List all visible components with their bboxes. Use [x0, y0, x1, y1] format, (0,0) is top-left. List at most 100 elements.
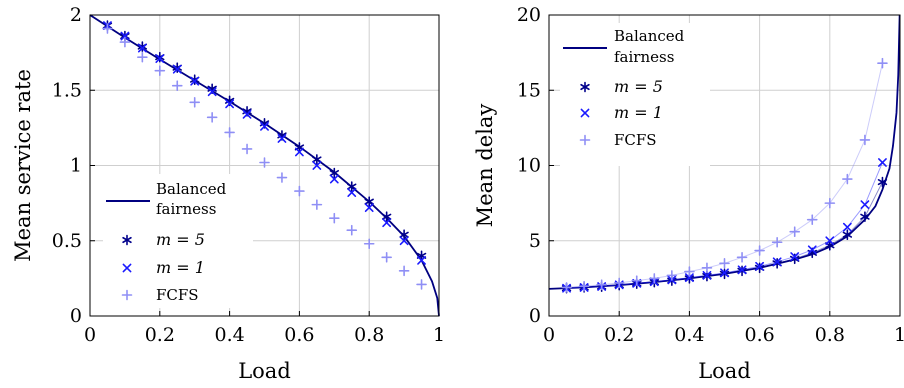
- x-tick-label: 1: [433, 324, 445, 346]
- plus-data-point: [154, 65, 166, 76]
- plus-data-point: [877, 57, 888, 69]
- y-tick-label: 0: [529, 305, 541, 327]
- right-legend-plus-marker: [579, 134, 591, 146]
- plus-data-point: [398, 265, 410, 277]
- plus-data-point: [701, 262, 713, 274]
- y-tick-label: 15: [517, 79, 541, 101]
- cross-data-point: [860, 200, 870, 210]
- cross-data-point: [260, 121, 269, 131]
- plus-data-point: [294, 185, 305, 197]
- x-tick-label: 0.6: [744, 324, 774, 346]
- left-panel: 0 0.2 0.4 0.6 0.8 1 0 0.5 1 1.5 2 Load Mean servic…: [11, 4, 445, 383]
- cross-data-point: [737, 265, 747, 275]
- x-tick-label: 0.6: [284, 324, 314, 346]
- plus-data-point: [824, 197, 836, 209]
- asterisk-data-point: [312, 154, 322, 165]
- right-y-axis-label: Mean delay: [473, 104, 497, 228]
- left-series: [89, 14, 440, 317]
- x-tick-label: 0.2: [145, 324, 175, 346]
- cross-data-point: [807, 245, 817, 255]
- left-legend-balanced-line2: fairness: [156, 200, 216, 218]
- asterisk-data-point: [842, 229, 853, 241]
- plus-data-point: [119, 36, 131, 48]
- y-tick-label: 1: [70, 155, 82, 177]
- asterisk-data-point: [329, 167, 339, 179]
- cross-data-point: [312, 161, 322, 170]
- plus-data-point: [771, 236, 783, 248]
- plus-data-point: [789, 226, 801, 238]
- plus-data-point: [206, 112, 218, 123]
- asterisk-data-point: [877, 176, 888, 188]
- left-x-axis-label: Load: [238, 359, 291, 383]
- plus-data-point: [648, 273, 660, 284]
- plus-data-point: [311, 199, 323, 210]
- left-legend-fcfs-label: FCFS: [156, 286, 199, 304]
- cross-data-point: [364, 203, 374, 213]
- cross-data-point: [190, 76, 200, 86]
- x-tick-label: 0.4: [674, 324, 704, 346]
- right-legend-asterisk-marker: [580, 81, 590, 93]
- right-legend: Balanced fairness m = 5 m = 1 FCFS: [560, 23, 710, 166]
- right-legend-fcfs-label: FCFS: [614, 131, 657, 149]
- plus-data-point: [666, 270, 678, 281]
- cross-data-point: [137, 43, 147, 53]
- x-tick-label: 0.2: [604, 324, 634, 346]
- plus-data-point: [189, 96, 200, 108]
- plus-data-point: [736, 252, 748, 263]
- plus-data-point: [328, 212, 340, 224]
- cross-data-point: [825, 236, 835, 246]
- plus-data-point: [137, 51, 148, 63]
- cross-data-point: [702, 270, 712, 280]
- plus-data-point: [754, 245, 765, 256]
- right-x-axis-label: Load: [698, 359, 751, 383]
- y-tick-label: 20: [517, 4, 541, 26]
- cross-data-point: [382, 218, 392, 228]
- cross-data-point: [207, 87, 217, 97]
- cross-data-point: [225, 99, 234, 109]
- cross-data-point: [242, 109, 252, 119]
- y-tick-label: 0: [70, 305, 82, 327]
- left-legend-m5-label: m = 5: [156, 230, 205, 249]
- x-tick-label: 0.4: [214, 324, 244, 346]
- asterisk-data-point: [347, 181, 357, 192]
- plus-data-point: [578, 280, 590, 292]
- cross-data-point: [329, 174, 339, 184]
- plus-data-point: [381, 252, 392, 263]
- left-legend-balanced-line1: Balanced: [156, 180, 227, 198]
- plus-data-point: [171, 80, 183, 92]
- right-series: [548, 14, 901, 294]
- cross-data-point: [842, 222, 852, 232]
- y-tick-label: 1.5: [52, 79, 82, 101]
- plus-data-point: [842, 173, 853, 185]
- asterisk-data-point: [860, 211, 870, 222]
- plus-data-point: [859, 134, 871, 146]
- y-tick-label: 0.5: [52, 230, 82, 252]
- x-tick-label: 0: [84, 324, 96, 346]
- cross-data-point: [155, 54, 165, 64]
- cross-data-point: [120, 31, 130, 41]
- plus-data-point: [276, 172, 288, 183]
- x-tick-label: 0.8: [354, 324, 384, 346]
- left-legend: Balanced fairness m = 5 m = 1 FCFS: [103, 174, 253, 308]
- left-ticks: 0 0.2 0.4 0.6 0.8 1 0 0.5 1 1.5 2: [52, 4, 445, 346]
- y-tick-label: 5: [529, 230, 541, 252]
- x-tick-label: 0: [543, 324, 555, 346]
- right-legend-m5-label: m = 5: [614, 77, 663, 96]
- plus-data-point: [102, 23, 113, 34]
- plus-data-point: [719, 258, 730, 269]
- cross-data-point: [347, 188, 357, 197]
- cross-data-point: [772, 257, 782, 267]
- left-legend-m1-label: m = 1: [156, 258, 205, 277]
- right-legend-m1-label: m = 1: [614, 103, 663, 122]
- left-y-axis-label: Mean service rate: [11, 69, 35, 262]
- left-legend-asterisk-marker: [122, 234, 132, 246]
- right-legend-balanced-line1: Balanced: [614, 27, 685, 45]
- left-legend-cross-marker: [122, 263, 132, 273]
- asterisk-data-point: [399, 229, 409, 241]
- cross-data-point: [294, 147, 304, 157]
- plus-data-point: [346, 224, 358, 236]
- cross-data-point: [684, 273, 694, 283]
